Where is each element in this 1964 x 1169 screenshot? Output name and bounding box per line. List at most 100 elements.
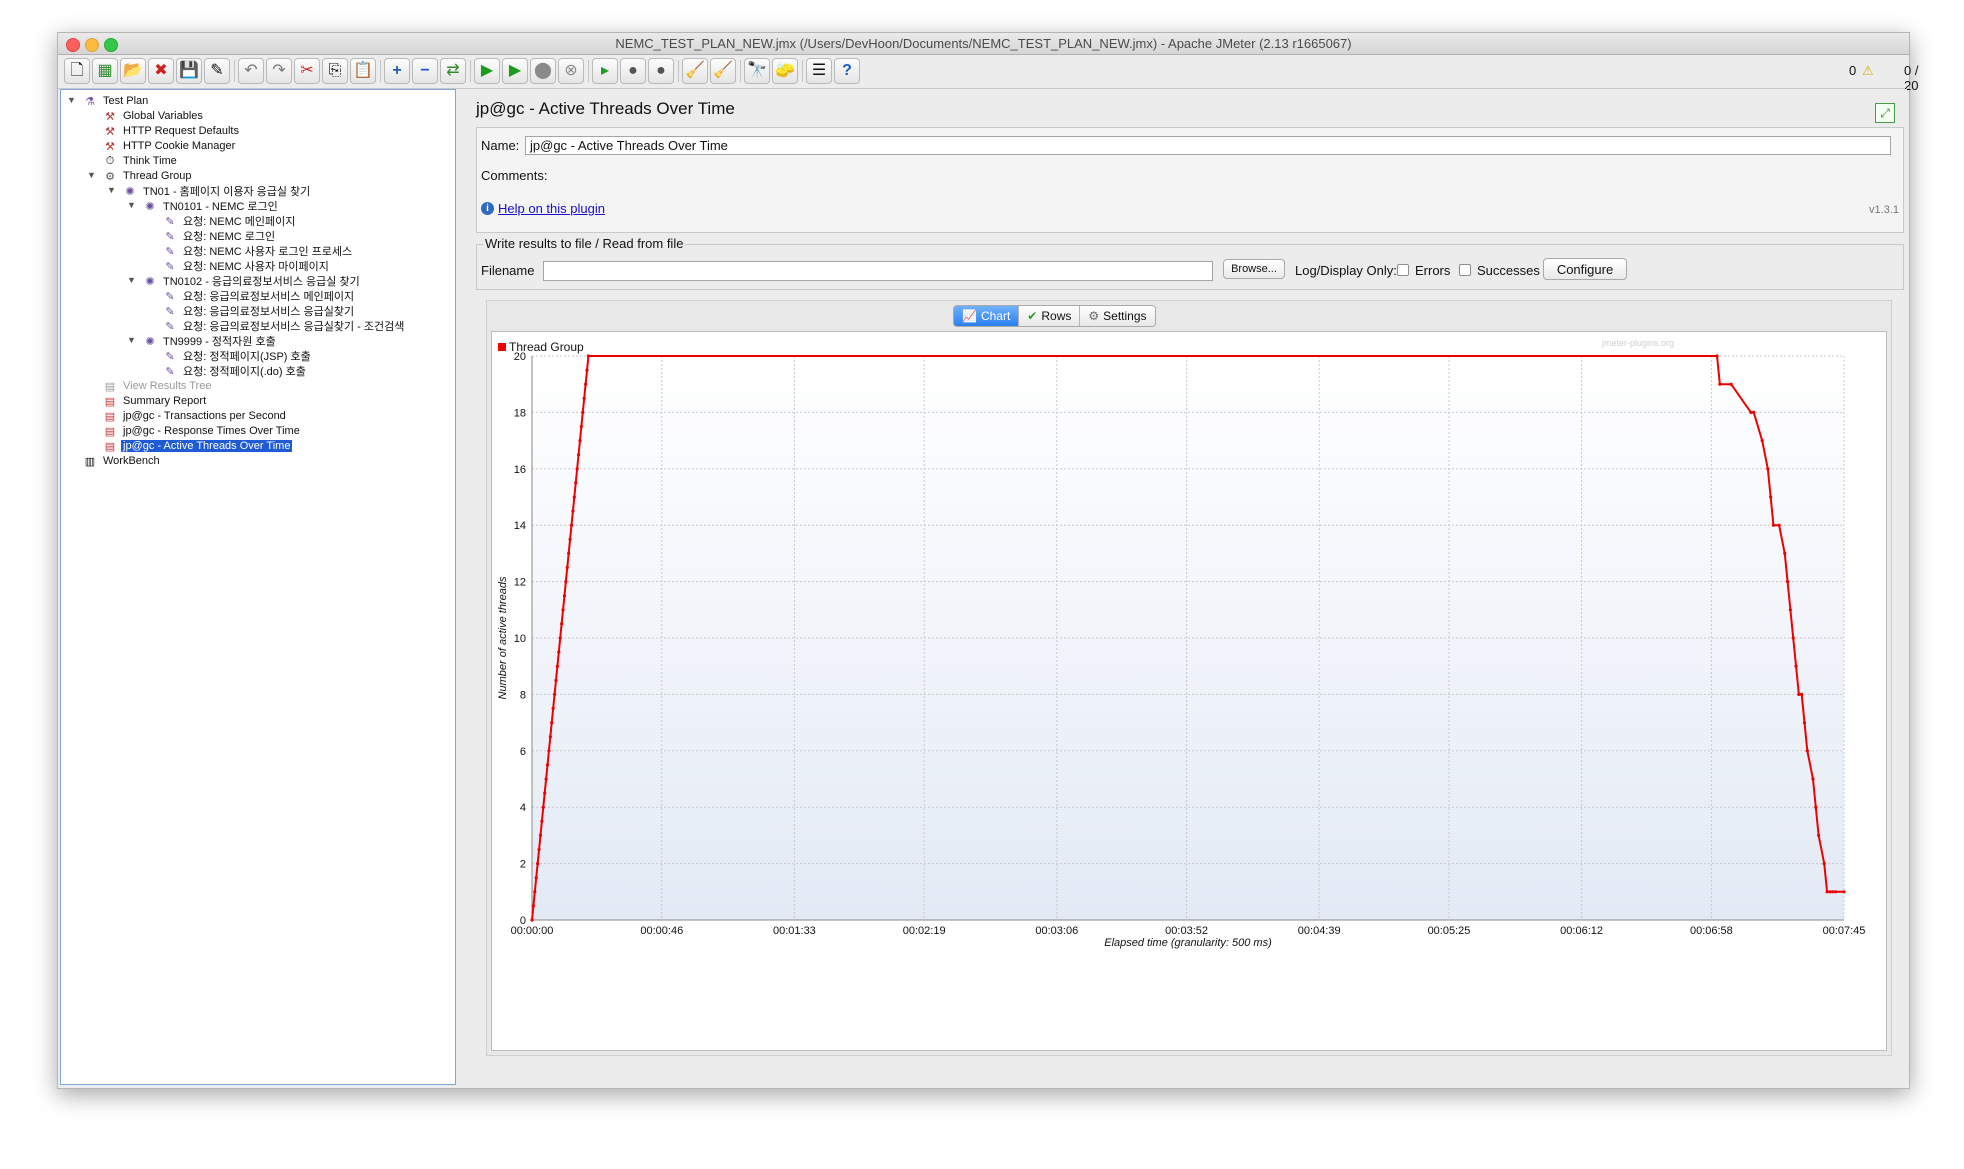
- config-icon: ⚒: [105, 140, 115, 153]
- search-icon[interactable]: 🔭: [744, 58, 770, 84]
- stop-icon[interactable]: ⬤: [530, 58, 556, 84]
- tree-node-sampler[interactable]: ✎ 요청: NEMC 로그인: [163, 228, 277, 244]
- tree-node-global-variables[interactable]: ⚒ Global Variables: [103, 108, 205, 124]
- function-helper-icon[interactable]: ☰: [806, 58, 832, 84]
- error-count: 0: [1849, 63, 1857, 78]
- reset-search-icon[interactable]: 🧽: [772, 58, 798, 84]
- tree-node-view-results-tree[interactable]: ▤ View Results Tree: [104, 380, 212, 393]
- expand-toggle-icon[interactable]: ▼: [87, 170, 96, 180]
- data-point: [564, 580, 568, 584]
- cut-icon[interactable]: ✂: [294, 58, 320, 84]
- tree-node-test-plan[interactable]: ⚗ Test Plan: [83, 93, 150, 109]
- watermark: jmeter-plugins.org: [1601, 338, 1674, 348]
- copy-icon[interactable]: ⎘: [322, 58, 348, 84]
- data-point: [584, 382, 588, 386]
- data-point: [1771, 523, 1776, 527]
- tree-node-tn9999[interactable]: ✺ TN9999 - 정적자원 호출: [143, 333, 278, 349]
- data-point: [551, 706, 555, 711]
- start-icon[interactable]: ▶: [474, 58, 500, 84]
- tab-chart[interactable]: 📈 Chart: [954, 306, 1020, 326]
- save-as-icon[interactable]: ✎: [204, 58, 230, 84]
- active-threads-status: 0 / 20: [1904, 63, 1919, 93]
- paste-icon[interactable]: 📋: [350, 58, 376, 84]
- data-point: [1729, 382, 1733, 386]
- sampler-icon: ✎: [165, 260, 175, 273]
- tree-node-think-time[interactable]: ⏱ Think Time: [103, 153, 179, 169]
- expand-all-icon[interactable]: +: [384, 58, 410, 84]
- listener-icon: ▤: [104, 440, 116, 453]
- tree-node-active-threads-over-time[interactable]: ▤ jp@gc - Active Threads Over Time: [104, 440, 293, 453]
- tree-node-http-request-defaults[interactable]: ⚒ HTTP Request Defaults: [103, 123, 241, 139]
- split-pane-divider[interactable]: [458, 89, 464, 1085]
- tree-node-thread-group[interactable]: ⚙ Thread Group: [103, 168, 193, 184]
- tree-node-sampler[interactable]: ✎ 요청: NEMC 사용자 로그인 프로세스: [163, 243, 354, 259]
- data-point: [538, 833, 543, 837]
- tree-node-workbench[interactable]: ▥ WorkBench: [84, 455, 160, 468]
- remote-start-icon[interactable]: ▸: [592, 58, 618, 84]
- tree-node-sampler[interactable]: ✎ 요청: NEMC 메인페이지: [163, 213, 297, 229]
- tree-node-sampler[interactable]: ✎ 요청: 정적페이지(.do) 호출: [163, 363, 308, 379]
- tree-node-transactions-per-second[interactable]: ▤ jp@gc - Transactions per Second: [104, 410, 286, 423]
- maximize-window-button[interactable]: [104, 38, 118, 52]
- x-tick-label: 00:04:39: [1298, 925, 1341, 937]
- minimize-window-button[interactable]: [85, 38, 99, 52]
- data-point: [1769, 495, 1773, 499]
- shutdown-icon[interactable]: ⊗: [558, 58, 584, 84]
- tree-node-http-cookie-manager[interactable]: ⚒ HTTP Cookie Manager: [103, 138, 237, 154]
- log-display-label: Log/Display Only:: [1295, 263, 1397, 278]
- save-icon[interactable]: 💾: [176, 58, 202, 84]
- name-input[interactable]: jp@gc - Active Threads Over Time: [525, 136, 1891, 155]
- window-title: NEMC_TEST_PLAN_NEW.jmx (/Users/DevHoon/D…: [615, 36, 1352, 51]
- maximize-panel-icon[interactable]: ⤢: [1875, 103, 1895, 123]
- remote-stop-icon[interactable]: ●: [620, 58, 646, 84]
- browse-button[interactable]: Browse...: [1223, 259, 1285, 279]
- test-plan-tree[interactable]: ▼ ⚗ Test Plan ⚒ Global Variables ⚒ HTTP Req…: [60, 89, 456, 1085]
- tree-node-sampler[interactable]: ✎ 요청: 정적페이지(JSP) 호출: [163, 348, 313, 364]
- close-icon[interactable]: ✖: [148, 58, 174, 84]
- tree-node-sampler[interactable]: ✎ 요청: NEMC 사용자 마이페이지: [163, 258, 331, 274]
- tree-node-summary-report[interactable]: ▤ Summary Report: [104, 395, 207, 408]
- data-point: [558, 636, 562, 640]
- warning-icon[interactable]: ⚠: [1862, 63, 1874, 78]
- tree-node-tn01[interactable]: ✺ TN01 - 홈페이지 이용자 응급실 찾기: [123, 183, 312, 199]
- controller-icon: ✺: [145, 200, 155, 213]
- new-icon[interactable]: 🗋: [64, 58, 90, 84]
- tree-node-sampler[interactable]: ✎ 요청: 응급의료정보서비스 응급실찾기 - 조건검색: [163, 318, 406, 334]
- title-bar[interactable]: NEMC_TEST_PLAN_NEW.jmx (/Users/DevHoon/D…: [58, 33, 1909, 55]
- y-tick-label: 8: [520, 689, 526, 701]
- help-link[interactable]: Help on this plugin: [498, 201, 605, 216]
- tree-node-tn0101[interactable]: ✺ TN0101 - NEMC 로그인: [143, 198, 280, 214]
- close-window-button[interactable]: [66, 38, 80, 52]
- help-icon[interactable]: ?: [834, 58, 860, 84]
- filename-input[interactable]: [543, 261, 1213, 281]
- data-point: [1828, 890, 1832, 894]
- configure-button[interactable]: Configure: [1543, 258, 1627, 280]
- expand-toggle-icon[interactable]: ▼: [127, 200, 136, 210]
- clear-icon[interactable]: 🧹: [682, 58, 708, 84]
- toggle-icon[interactable]: ⇄: [440, 58, 466, 84]
- successes-checkbox[interactable]: [1459, 264, 1471, 276]
- tree-node-sampler[interactable]: ✎ 요청: 응급의료정보서비스 메인페이지: [163, 288, 356, 304]
- expand-toggle-icon[interactable]: ▼: [127, 275, 136, 285]
- open-icon[interactable]: 📂: [120, 58, 146, 84]
- x-tick-label: 00:01:33: [773, 925, 816, 937]
- errors-checkbox[interactable]: [1397, 264, 1409, 276]
- tree-node-sampler[interactable]: ✎ 요청: 응급의료정보서비스 응급실찾기: [163, 303, 356, 319]
- clear-all-icon[interactable]: 🧹: [710, 58, 736, 84]
- templates-icon[interactable]: ▦: [92, 58, 118, 84]
- tab-rows[interactable]: ✔ Rows: [1019, 306, 1081, 326]
- tab-settings[interactable]: ⚙ Settings: [1080, 306, 1155, 326]
- redo-icon[interactable]: ↷: [266, 58, 292, 84]
- data-point: [586, 354, 591, 358]
- remote-shutdown-icon[interactable]: ●: [648, 58, 674, 84]
- start-no-pauses-icon[interactable]: ▶: [502, 58, 528, 84]
- expand-toggle-icon[interactable]: ▼: [67, 95, 76, 105]
- tree-node-response-times-over-time[interactable]: ▤ jp@gc - Response Times Over Time: [104, 425, 300, 438]
- expand-toggle-icon[interactable]: ▼: [127, 335, 136, 345]
- expand-toggle-icon[interactable]: ▼: [107, 185, 116, 195]
- collapse-all-icon[interactable]: −: [412, 58, 438, 84]
- tree-node-tn0102[interactable]: ✺ TN0102 - 응급의료정보서비스 응급실 찾기: [143, 273, 362, 289]
- y-tick-label: 20: [514, 351, 526, 363]
- data-point: [555, 664, 559, 668]
- undo-icon[interactable]: ↶: [238, 58, 264, 84]
